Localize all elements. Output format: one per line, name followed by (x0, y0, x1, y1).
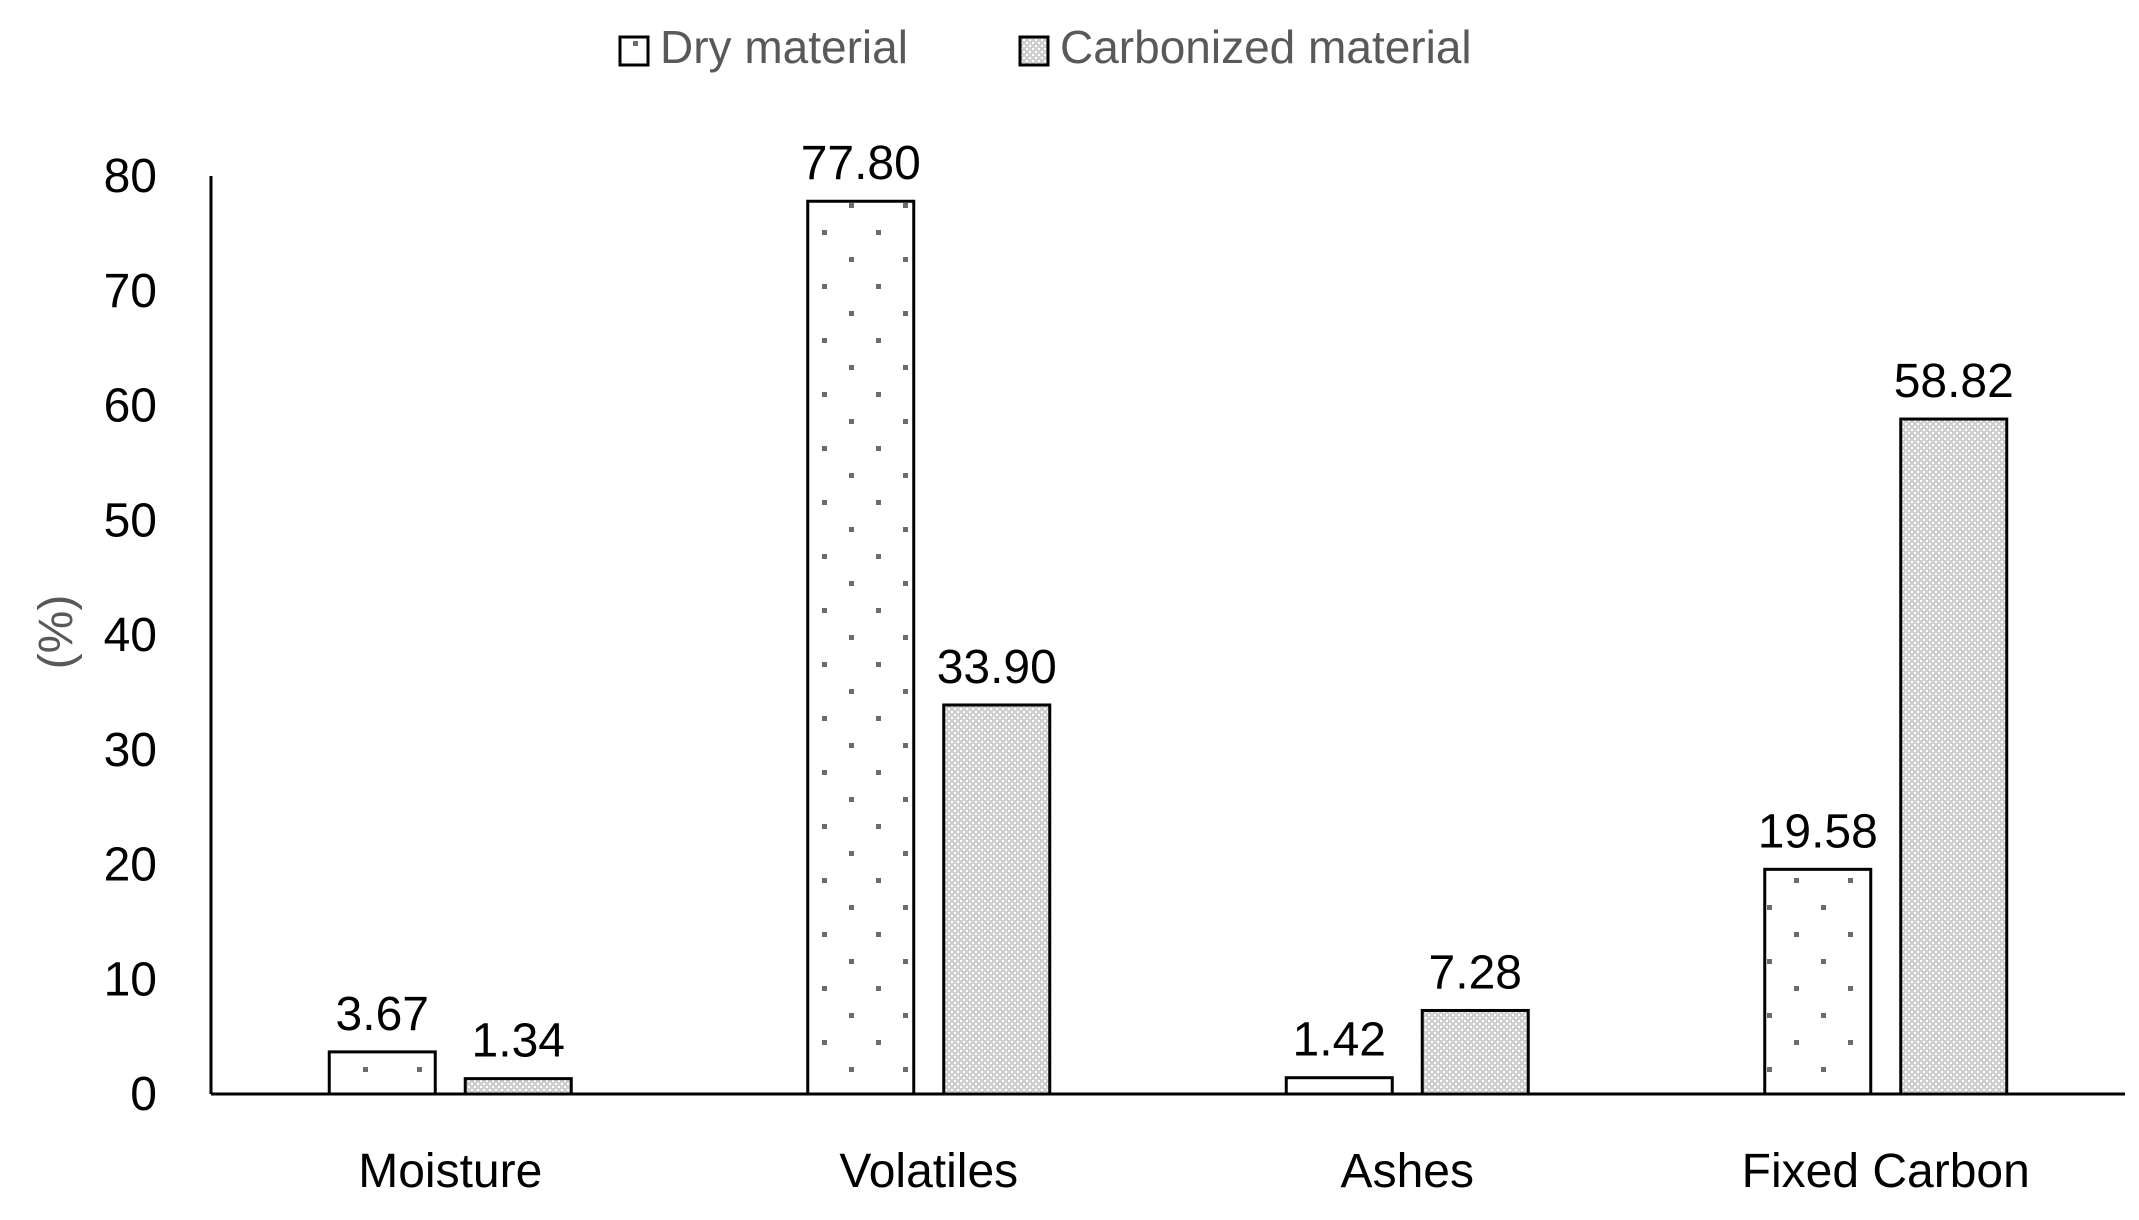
x-tick-label: Volatiles (839, 1145, 1018, 1198)
x-tick-label: Fixed Carbon (1742, 1145, 2030, 1198)
legend-label-carbonized: Carbonized material (1060, 21, 1472, 73)
bar (1284, 1076, 1394, 1096)
x-tick-label: Moisture (358, 1145, 542, 1198)
y-tick-label: 50 (104, 494, 157, 547)
bar (327, 1050, 437, 1096)
x-tick-label: Ashes (1341, 1145, 1474, 1198)
bar (942, 703, 1052, 1096)
y-tick-label: 10 (104, 953, 157, 1006)
legend-label-dry: Dry material (660, 21, 908, 73)
data-label: 1.42 (1293, 1014, 1386, 1067)
legend-swatch-dry (618, 35, 650, 67)
value-labels: 3.67 1.34 77.80 33.90 1.42 7.28 19.58 58.82 (336, 137, 2014, 1067)
y-tick-label: 40 (104, 609, 157, 662)
data-label: 58.82 (1894, 355, 2014, 408)
data-label: 33.90 (937, 641, 1057, 694)
bars (327, 199, 2009, 1096)
legend-swatch-carbonized (1018, 35, 1050, 67)
y-tick-label: 70 (104, 265, 157, 318)
bar (1899, 417, 2009, 1096)
data-label: 7.28 (1429, 946, 1522, 999)
legend-item-carbonized: Carbonized material (1018, 21, 1472, 73)
y-axis-title: (%) (30, 595, 83, 670)
y-axis-ticks: 0 10 20 30 40 50 60 70 80 (104, 150, 157, 1121)
y-tick-label: 0 (130, 1068, 157, 1121)
x-axis-labels: Moisture Volatiles Ashes Fixed Carbon (358, 1145, 2030, 1198)
legend-item-dry: Dry material (618, 21, 908, 73)
y-tick-label: 30 (104, 724, 157, 777)
bar (806, 199, 916, 1096)
bar (1763, 867, 1873, 1096)
y-tick-label: 20 (104, 839, 157, 892)
bar (1420, 1008, 1530, 1096)
legend: Dry material Carbonized material (618, 21, 1472, 73)
data-label: 3.67 (336, 988, 429, 1041)
data-label: 77.80 (801, 137, 921, 190)
y-tick-label: 60 (104, 380, 157, 433)
data-label: 19.58 (1758, 805, 1878, 858)
bar (463, 1077, 573, 1096)
y-tick-label: 80 (104, 150, 157, 203)
data-label: 1.34 (472, 1015, 565, 1068)
